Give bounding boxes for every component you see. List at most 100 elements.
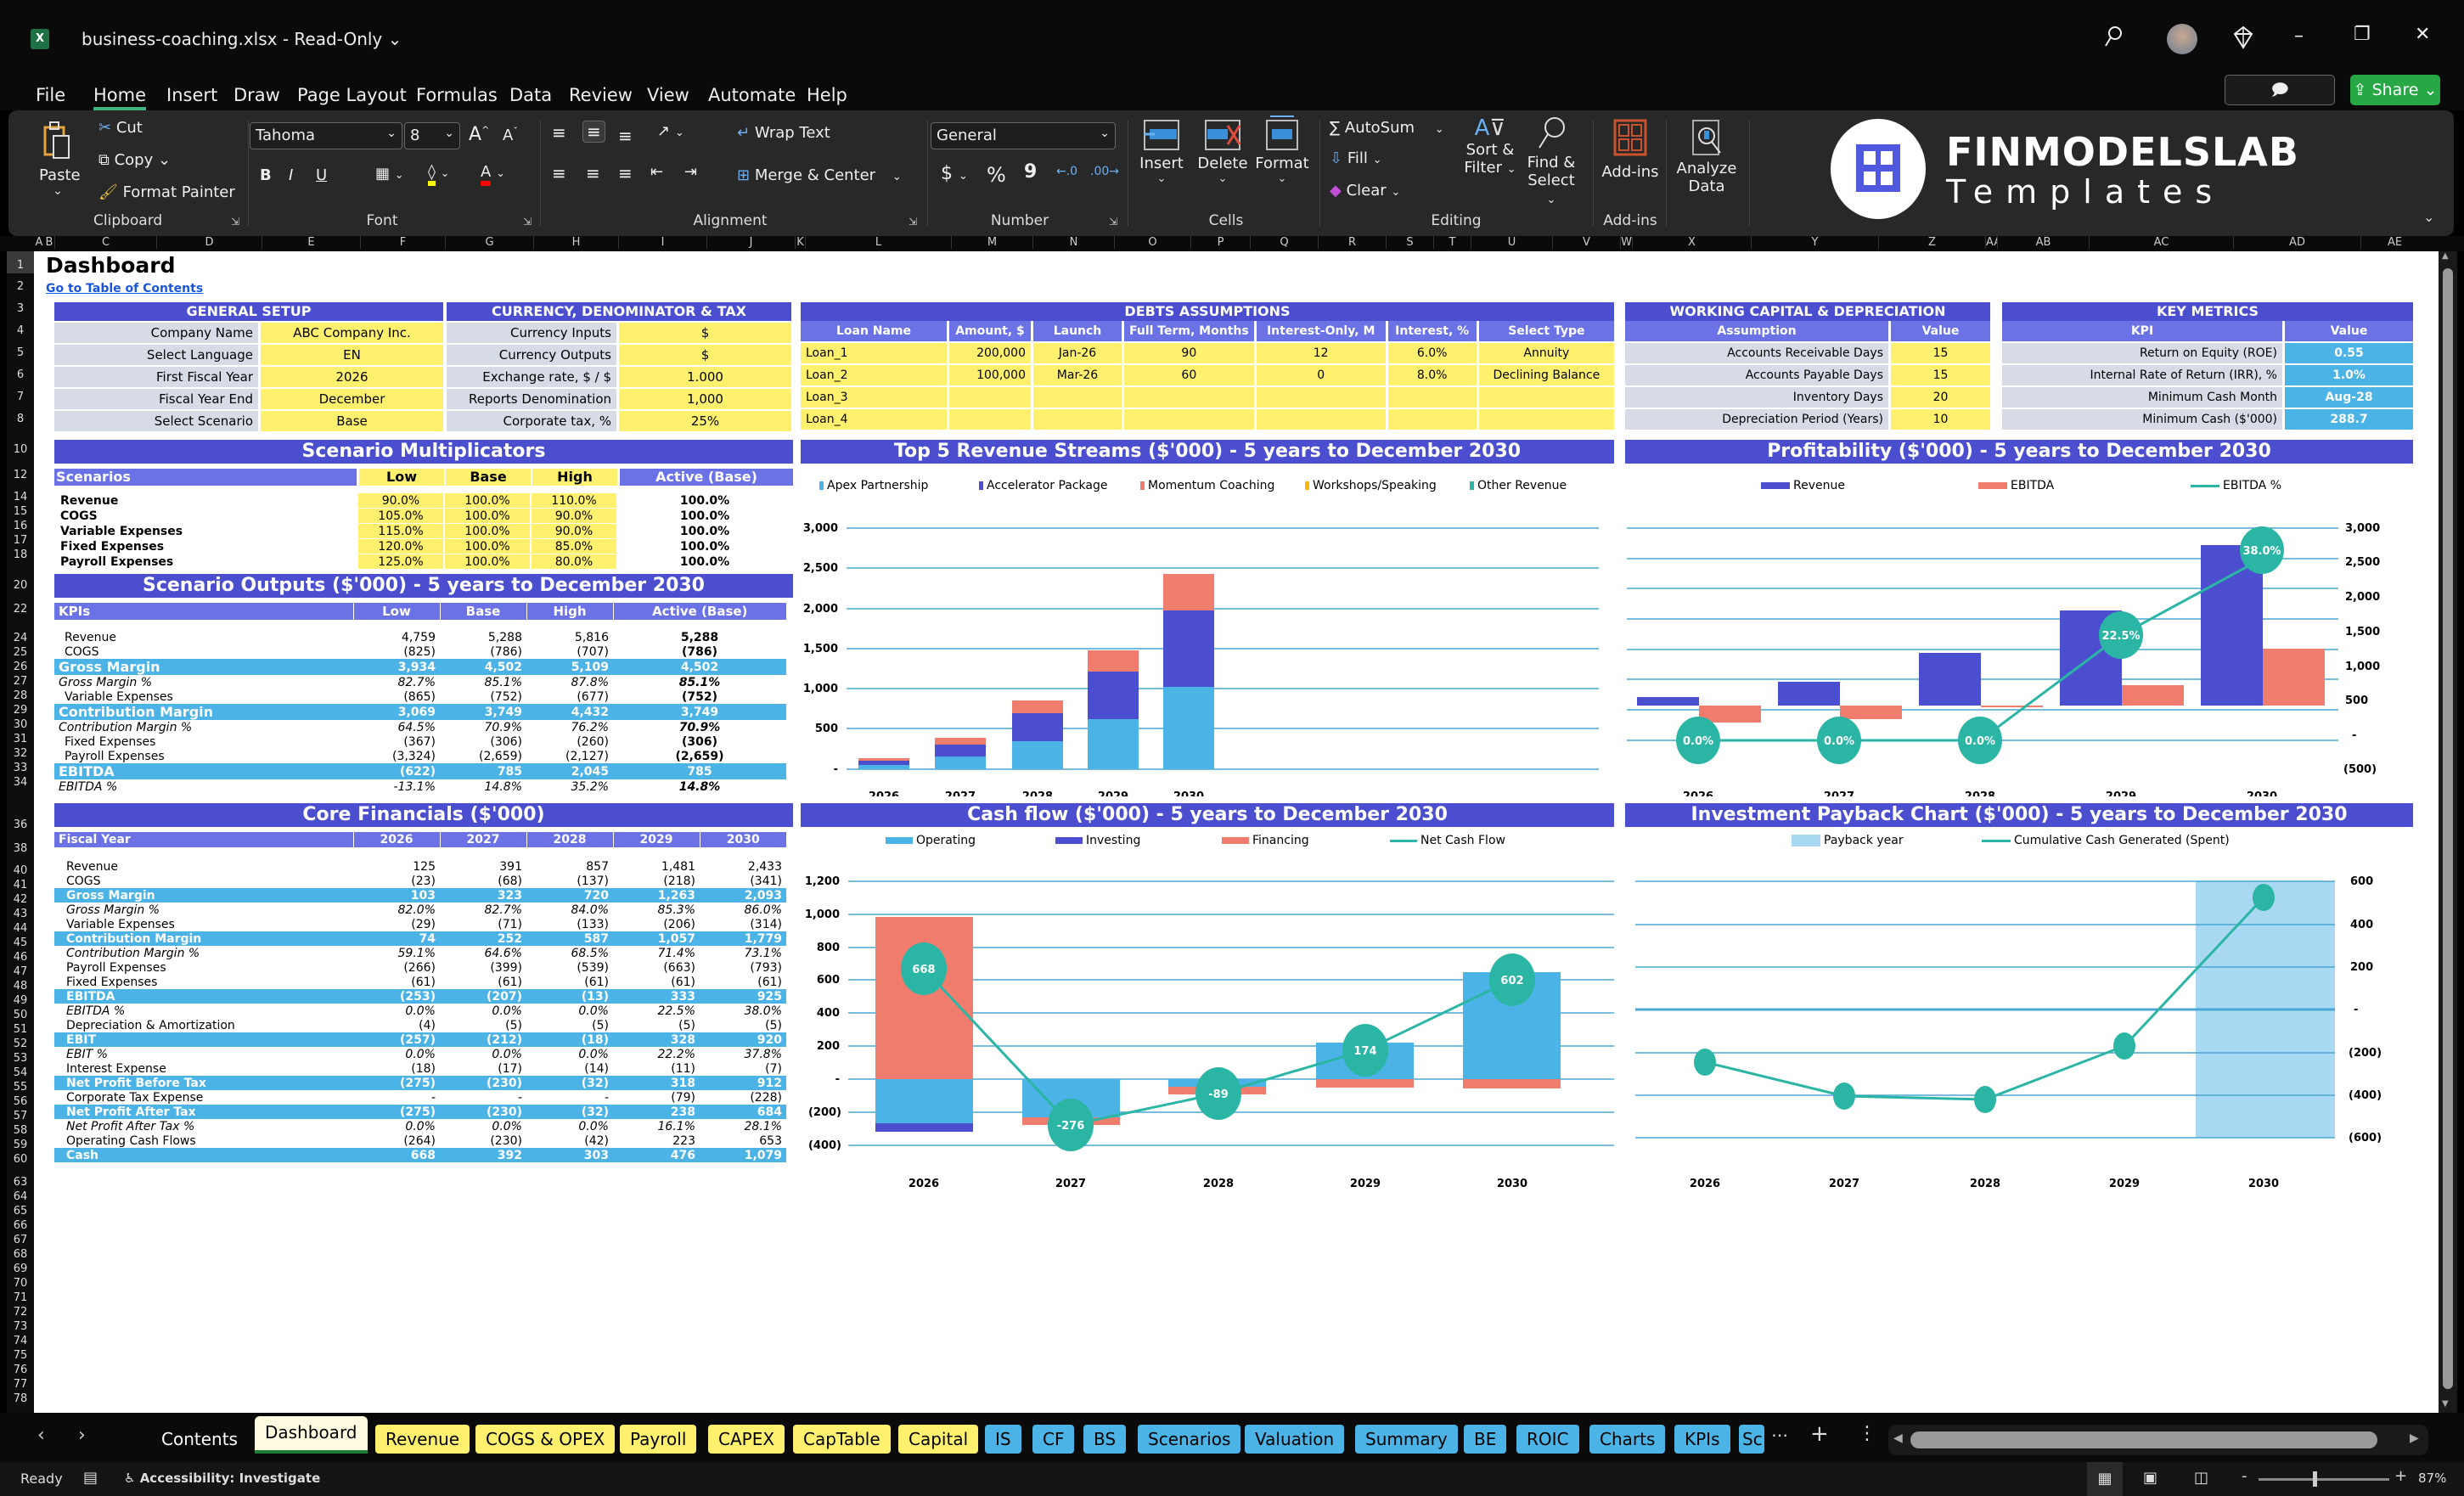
column-header[interactable]: AB: [1997, 236, 2089, 249]
sort-filter-button[interactable]: A⊽ Sort & Filter ⌄: [1462, 115, 1518, 177]
high-input[interactable]: 85.0%: [532, 539, 616, 554]
column-header[interactable]: T: [1433, 236, 1471, 249]
sheet-tab-charts[interactable]: Charts: [1589, 1425, 1666, 1454]
sheet-tab-revenue[interactable]: Revenue: [375, 1425, 470, 1454]
currency-value-input[interactable]: $: [619, 345, 791, 365]
sheet-tab-scenarios[interactable]: Scenarios: [1138, 1425, 1241, 1454]
row-header[interactable]: 36: [13, 818, 28, 831]
loan-amount[interactable]: [949, 409, 1031, 430]
tab-formulas[interactable]: Formulas: [416, 85, 498, 105]
row-header[interactable]: 30: [13, 718, 28, 731]
window-title[interactable]: business-coaching.xlsx - Read-Only ⌄: [82, 29, 402, 49]
row-header[interactable]: 70: [13, 1277, 28, 1290]
scroll-right-icon[interactable]: ▶: [2410, 1431, 2419, 1445]
row-header[interactable]: 29: [13, 704, 28, 717]
comments-button[interactable]: 🗩 Comments: [2225, 75, 2335, 128]
row-header[interactable]: 17: [13, 534, 28, 547]
tab-data[interactable]: Data: [509, 85, 553, 105]
row-header[interactable]: 69: [13, 1263, 28, 1275]
tab-automate[interactable]: Automate: [708, 85, 796, 105]
currency-value-input[interactable]: 1.000: [619, 367, 791, 387]
tab-view[interactable]: View: [647, 85, 689, 105]
loan-amount[interactable]: 100,000: [976, 368, 1026, 382]
scroll-left-icon[interactable]: ◀: [1893, 1431, 1903, 1445]
minimize-button[interactable]: –: [2294, 25, 2304, 47]
tab-help[interactable]: Help: [807, 85, 847, 105]
dialog-launcher-icon[interactable]: ⇲: [1109, 216, 1118, 228]
column-header[interactable]: D: [156, 236, 262, 249]
dialog-launcher-icon[interactable]: ⇲: [523, 216, 532, 228]
row-header[interactable]: 44: [13, 922, 28, 935]
sheet-tab-contents[interactable]: Contents: [161, 1429, 238, 1449]
row-header[interactable]: 55: [13, 1081, 28, 1094]
restore-button[interactable]: ❐: [2354, 24, 2371, 45]
loan-term[interactable]: 60: [1181, 368, 1197, 382]
row-header[interactable]: 7: [16, 391, 25, 403]
normal-view-button[interactable]: ▦: [2087, 1462, 2123, 1496]
row-header[interactable]: 27: [13, 675, 28, 688]
loan-type[interactable]: Annuity: [1523, 346, 1570, 360]
sheet-tab-kpis[interactable]: KPIs: [1674, 1425, 1730, 1454]
scroll-thumb[interactable]: [1910, 1431, 2377, 1448]
column-header[interactable]: H: [533, 236, 618, 249]
font-color-button[interactable]: A ⌄: [481, 163, 505, 186]
row-header[interactable]: 74: [13, 1335, 28, 1347]
row-header[interactable]: 49: [13, 994, 28, 1007]
column-header[interactable]: E: [262, 236, 360, 249]
sheet-tab-capex[interactable]: CAPEX: [708, 1425, 785, 1454]
share-button[interactable]: ⇪ Share ⌄: [2350, 75, 2440, 105]
loan-interest-only[interactable]: 0: [1317, 368, 1325, 382]
base-input[interactable]: 100.0%: [445, 539, 530, 554]
row-header[interactable]: 58: [13, 1124, 28, 1137]
base-input[interactable]: 100.0%: [445, 524, 530, 538]
loan-launch[interactable]: Mar-26: [1056, 368, 1099, 382]
row-header[interactable]: 48: [13, 980, 28, 993]
row-header[interactable]: 75: [13, 1349, 28, 1362]
loan-term[interactable]: [1124, 409, 1254, 430]
base-input[interactable]: 100.0%: [445, 554, 530, 569]
row-header[interactable]: 45: [13, 936, 28, 949]
sheet-tab-cf[interactable]: CF: [1032, 1425, 1075, 1454]
horizontal-scrollbar[interactable]: ◀ ▶: [1888, 1425, 2428, 1455]
sheet-tab-bs[interactable]: BS: [1083, 1425, 1127, 1454]
more-sheets-icon[interactable]: ⋯: [1771, 1425, 1788, 1445]
tab-page-layout[interactable]: Page Layout: [297, 85, 407, 105]
loan-interest-only[interactable]: 12: [1313, 346, 1329, 360]
sheet-tab-dashboard[interactable]: Dashboard: [255, 1416, 368, 1454]
row-header[interactable]: 71: [13, 1291, 28, 1304]
close-button[interactable]: ✕: [2415, 24, 2431, 45]
column-header[interactable]: C: [54, 236, 156, 249]
tab-file[interactable]: File: [36, 85, 66, 105]
row-header[interactable]: 73: [13, 1320, 28, 1333]
diamond-icon[interactable]: [2233, 25, 2253, 49]
scroll-thumb[interactable]: [2443, 268, 2453, 1389]
format-painter-button[interactable]: 🖌 Format Painter: [98, 183, 235, 201]
column-header[interactable]: M: [951, 236, 1032, 249]
setup-value-input[interactable]: Base: [261, 411, 443, 431]
dialog-launcher-icon[interactable]: ⇲: [909, 216, 918, 228]
search-icon[interactable]: [2104, 25, 2123, 48]
row-header[interactable]: 5: [16, 346, 25, 359]
row-header[interactable]: 76: [13, 1364, 28, 1376]
loan-interest-only[interactable]: [1257, 409, 1386, 430]
align-bottom-button[interactable]: ≡: [618, 126, 633, 146]
setup-value-input[interactable]: 2026: [261, 367, 443, 387]
addins-button[interactable]: Add-ins: [1598, 119, 1662, 181]
font-size-select[interactable]: 8 ⌄: [404, 122, 460, 149]
increase-font-size-button[interactable]: A^: [469, 124, 490, 145]
row-header[interactable]: 24: [13, 632, 28, 644]
copy-button[interactable]: ⧉ Copy ⌄: [98, 151, 171, 169]
delete-cells-button[interactable]: Delete ⌄: [1197, 119, 1248, 185]
row-header[interactable]: 59: [13, 1139, 28, 1151]
borders-button[interactable]: ▦ ⌄: [375, 165, 404, 183]
decrease-indent-button[interactable]: ⇤: [650, 163, 664, 181]
row-header[interactable]: 6: [16, 368, 25, 381]
scroll-up-icon[interactable]: ▲: [2442, 251, 2449, 261]
column-header[interactable]: I: [618, 236, 706, 249]
row-header[interactable]: 12: [13, 469, 28, 481]
loan-term[interactable]: 90: [1181, 346, 1197, 360]
column-header[interactable]: S: [1386, 236, 1433, 249]
tab-home[interactable]: Home: [93, 85, 147, 110]
row-header[interactable]: 1: [7, 251, 34, 273]
row-header[interactable]: 60: [13, 1153, 28, 1166]
